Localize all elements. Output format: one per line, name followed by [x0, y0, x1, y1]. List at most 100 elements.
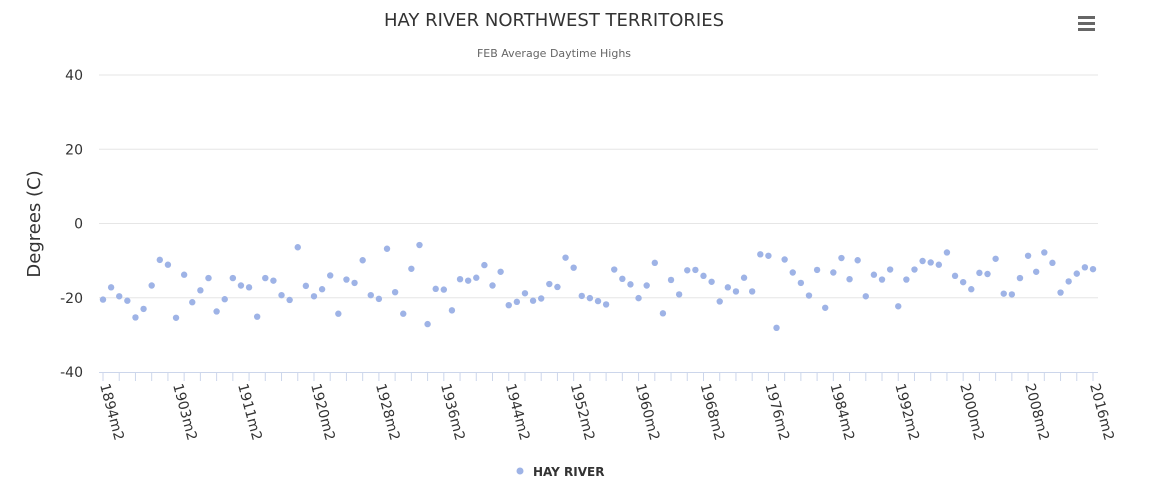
data-point[interactable] [773, 324, 780, 332]
data-point[interactable] [927, 259, 934, 266]
data-point[interactable] [375, 295, 383, 303]
data-point[interactable] [716, 298, 723, 305]
data-point[interactable] [521, 290, 529, 297]
data-point[interactable] [1000, 290, 1007, 297]
data-point[interactable] [424, 320, 431, 328]
chart-menu-button[interactable] [1070, 8, 1102, 40]
data-point[interactable] [789, 269, 796, 276]
data-point[interactable] [797, 279, 805, 287]
data-point[interactable] [270, 277, 277, 284]
data-point[interactable] [1024, 252, 1032, 259]
data-point[interactable] [757, 251, 764, 258]
data-point[interactable] [286, 296, 293, 304]
data-point[interactable] [594, 297, 602, 305]
data-point[interactable] [164, 261, 172, 268]
data-point[interactable] [586, 294, 594, 302]
data-point[interactable] [578, 292, 585, 300]
data-point[interactable] [724, 284, 732, 291]
data-point[interactable] [830, 269, 837, 276]
data-point[interactable] [740, 274, 748, 281]
data-point[interactable] [554, 283, 561, 291]
data-point[interactable] [197, 287, 204, 294]
data-point[interactable] [221, 296, 228, 303]
data-point[interactable] [205, 274, 212, 282]
data-point[interactable] [1057, 289, 1064, 296]
data-point[interactable] [505, 301, 512, 309]
data-point[interactable] [148, 282, 155, 289]
data-point[interactable] [1089, 265, 1097, 273]
data-point[interactable] [529, 297, 537, 304]
data-point[interactable] [602, 301, 610, 308]
data-point[interactable] [1081, 264, 1089, 271]
data-point[interactable] [651, 259, 659, 267]
data-point[interactable] [416, 241, 423, 249]
data-point[interactable] [1065, 278, 1072, 285]
data-point[interactable] [708, 278, 715, 285]
data-point[interactable] [448, 307, 456, 314]
data-point[interactable] [310, 293, 318, 300]
data-point[interactable] [367, 291, 374, 299]
data-point[interactable] [675, 291, 683, 298]
data-point[interactable] [391, 288, 399, 296]
data-point[interactable] [294, 244, 301, 251]
data-point[interactable] [489, 282, 496, 289]
data-point[interactable] [408, 265, 415, 272]
data-point[interactable] [237, 282, 245, 289]
data-point[interactable] [229, 274, 237, 282]
data-point[interactable] [513, 298, 521, 306]
data-point[interactable] [562, 254, 569, 261]
data-point[interactable] [919, 257, 926, 265]
data-point[interactable] [156, 256, 164, 264]
data-point[interactable] [692, 266, 699, 274]
data-point[interactable] [903, 276, 910, 283]
data-point[interactable] [546, 280, 553, 288]
data-point[interactable] [302, 282, 310, 290]
data-point[interactable] [124, 297, 131, 304]
data-point[interactable] [805, 292, 813, 299]
data-point[interactable] [878, 276, 886, 283]
data-point[interactable] [400, 310, 407, 317]
data-point[interactable] [132, 314, 139, 321]
data-point[interactable] [1032, 268, 1040, 275]
data-point[interactable] [684, 267, 691, 274]
data-point[interactable] [667, 276, 675, 284]
data-point[interactable] [846, 275, 853, 283]
data-point[interactable] [895, 303, 902, 310]
data-point[interactable] [245, 284, 253, 291]
data-point[interactable] [838, 254, 845, 262]
data-point[interactable] [748, 288, 756, 295]
data-point[interactable] [732, 288, 740, 295]
data-point[interactable] [335, 310, 342, 317]
data-point[interactable] [813, 266, 821, 274]
data-point[interactable] [351, 279, 358, 287]
data-point[interactable] [383, 245, 391, 252]
data-point[interactable] [456, 275, 464, 283]
data-point[interactable] [886, 266, 894, 273]
data-point[interactable] [968, 286, 975, 293]
data-point[interactable] [327, 272, 334, 279]
data-point[interactable] [781, 256, 788, 263]
data-point[interactable] [116, 293, 123, 300]
data-point[interactable] [1073, 270, 1080, 277]
data-point[interactable] [854, 257, 861, 264]
data-point[interactable] [140, 305, 147, 313]
data-point[interactable] [700, 272, 707, 280]
data-point[interactable] [481, 261, 488, 269]
data-point[interactable] [943, 249, 951, 256]
data-point[interactable] [213, 308, 220, 315]
data-point[interactable] [984, 270, 991, 278]
data-point[interactable] [318, 286, 326, 293]
data-point[interactable] [822, 304, 829, 311]
data-point[interactable] [497, 268, 504, 275]
data-point[interactable] [659, 310, 667, 317]
data-point[interactable] [643, 282, 650, 289]
data-point[interactable] [1049, 259, 1056, 267]
data-point[interactable] [537, 295, 545, 302]
data-point[interactable] [278, 291, 285, 299]
data-point[interactable] [99, 296, 107, 303]
data-point[interactable] [951, 272, 959, 280]
data-point[interactable] [1041, 249, 1048, 256]
data-point[interactable] [107, 284, 115, 291]
data-point[interactable] [343, 276, 350, 283]
data-point[interactable] [473, 274, 480, 281]
